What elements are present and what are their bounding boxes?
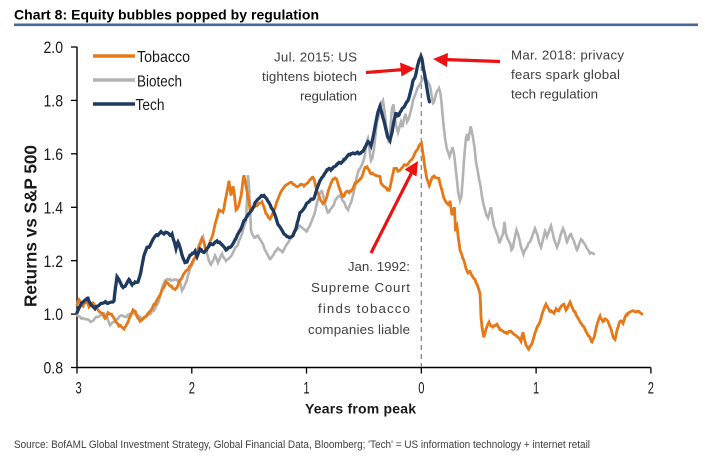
svg-text:Jan. 1992:: Jan. 1992: (348, 259, 410, 274)
svg-text:2: 2 (189, 380, 195, 398)
svg-text:1.8: 1.8 (44, 93, 64, 111)
svg-text:finds tobacco: finds tobacco (318, 301, 410, 316)
svg-text:Biotech: Biotech (137, 73, 182, 90)
svg-text:2: 2 (648, 380, 654, 398)
svg-text:1.2: 1.2 (44, 253, 64, 271)
svg-text:1.4: 1.4 (44, 199, 64, 217)
svg-text:0: 0 (418, 380, 424, 398)
svg-text:Jul. 2015: US: Jul. 2015: US (274, 50, 357, 65)
svg-text:1.6: 1.6 (44, 146, 64, 164)
svg-text:2.0: 2.0 (44, 39, 64, 57)
svg-text:regulation: regulation (300, 89, 357, 104)
svg-text:1: 1 (303, 380, 309, 398)
svg-text:Tech: Tech (136, 97, 165, 114)
svg-text:0.8: 0.8 (44, 360, 64, 378)
svg-text:tech regulation: tech regulation (511, 87, 598, 102)
svg-text:Tobacco: Tobacco (137, 49, 190, 66)
svg-text:3: 3 (76, 380, 82, 398)
svg-text:Chart 8: Equity bubbles popped: Chart 8: Equity bubbles popped by regula… (14, 7, 319, 23)
svg-text:1.0: 1.0 (44, 306, 64, 324)
svg-text:Years from peak: Years from peak (305, 401, 416, 417)
svg-text:companies liable: companies liable (308, 322, 410, 337)
svg-text:Returns vs S&P 500: Returns vs S&P 500 (21, 145, 41, 307)
svg-text:Supreme Court: Supreme Court (311, 280, 410, 295)
svg-text:1: 1 (533, 380, 539, 398)
svg-text:fears spark global: fears spark global (511, 67, 620, 82)
svg-text:Source: BofAML Global Investm: Source: BofAML Global Investment Strateg… (14, 439, 590, 451)
svg-text:Mar. 2018: privacy: Mar. 2018: privacy (511, 48, 624, 63)
svg-text:tightens biotech: tightens biotech (262, 69, 357, 84)
